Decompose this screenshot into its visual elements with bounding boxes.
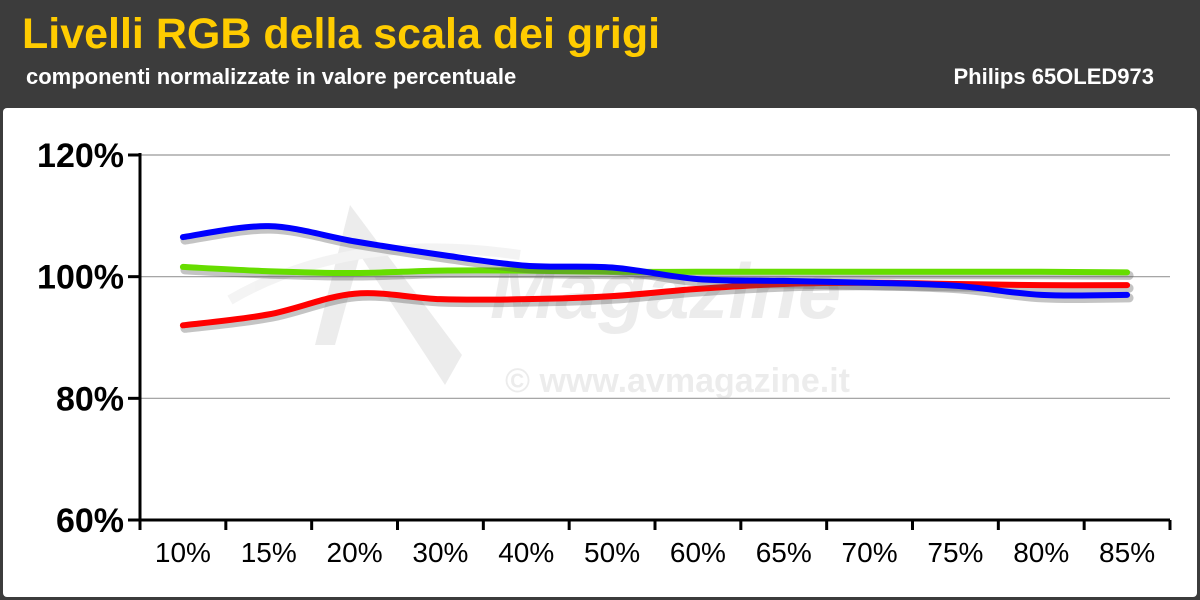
watermark-logo-swoosh <box>227 243 521 305</box>
chart-panel <box>3 108 1197 597</box>
y-axis-tick-labels: 60% 80% 100% 120% <box>37 137 124 540</box>
x-tick-label: 80% <box>1013 537 1069 568</box>
axes <box>128 153 1172 530</box>
x-tick-label: 65% <box>756 537 812 568</box>
y-tick-label: 100% <box>37 259 124 297</box>
chart-subtitle: componenti normalizzate in valore percen… <box>26 64 517 89</box>
series-lines <box>179 223 1134 333</box>
chart-title: Livelli RGB della scala dei grigi <box>22 10 661 58</box>
x-tick-label: 40% <box>498 537 554 568</box>
x-tick-label: 50% <box>584 537 640 568</box>
gridlines <box>140 154 1170 399</box>
x-tick-label: 70% <box>842 537 898 568</box>
header: Livelli RGB della scala dei grigi compon… <box>0 0 1200 105</box>
watermark-copyright: © www.avmagazine.it <box>505 362 850 400</box>
x-tick-label: 30% <box>412 537 468 568</box>
watermark: Magazine © www.avmagazine.it <box>227 205 850 400</box>
blue-series-line <box>179 223 1131 299</box>
x-tick-label: 15% <box>241 537 297 568</box>
x-tick-label: 20% <box>327 537 383 568</box>
y-tick-label: 80% <box>56 380 124 418</box>
device-model: Philips 65OLED973 <box>953 64 1154 89</box>
x-tick-label: 60% <box>670 537 726 568</box>
x-tick-label: 85% <box>1099 537 1155 568</box>
y-tick-label: 60% <box>56 502 124 540</box>
x-tick-label: 75% <box>927 537 983 568</box>
y-tick-label: 120% <box>37 137 124 175</box>
x-tick-label: 10% <box>155 537 211 568</box>
x-axis-tick-labels: 10% 15% 20% 30% 40% 50% 60% 65% 70% 75% 80% 85% <box>155 537 1155 568</box>
